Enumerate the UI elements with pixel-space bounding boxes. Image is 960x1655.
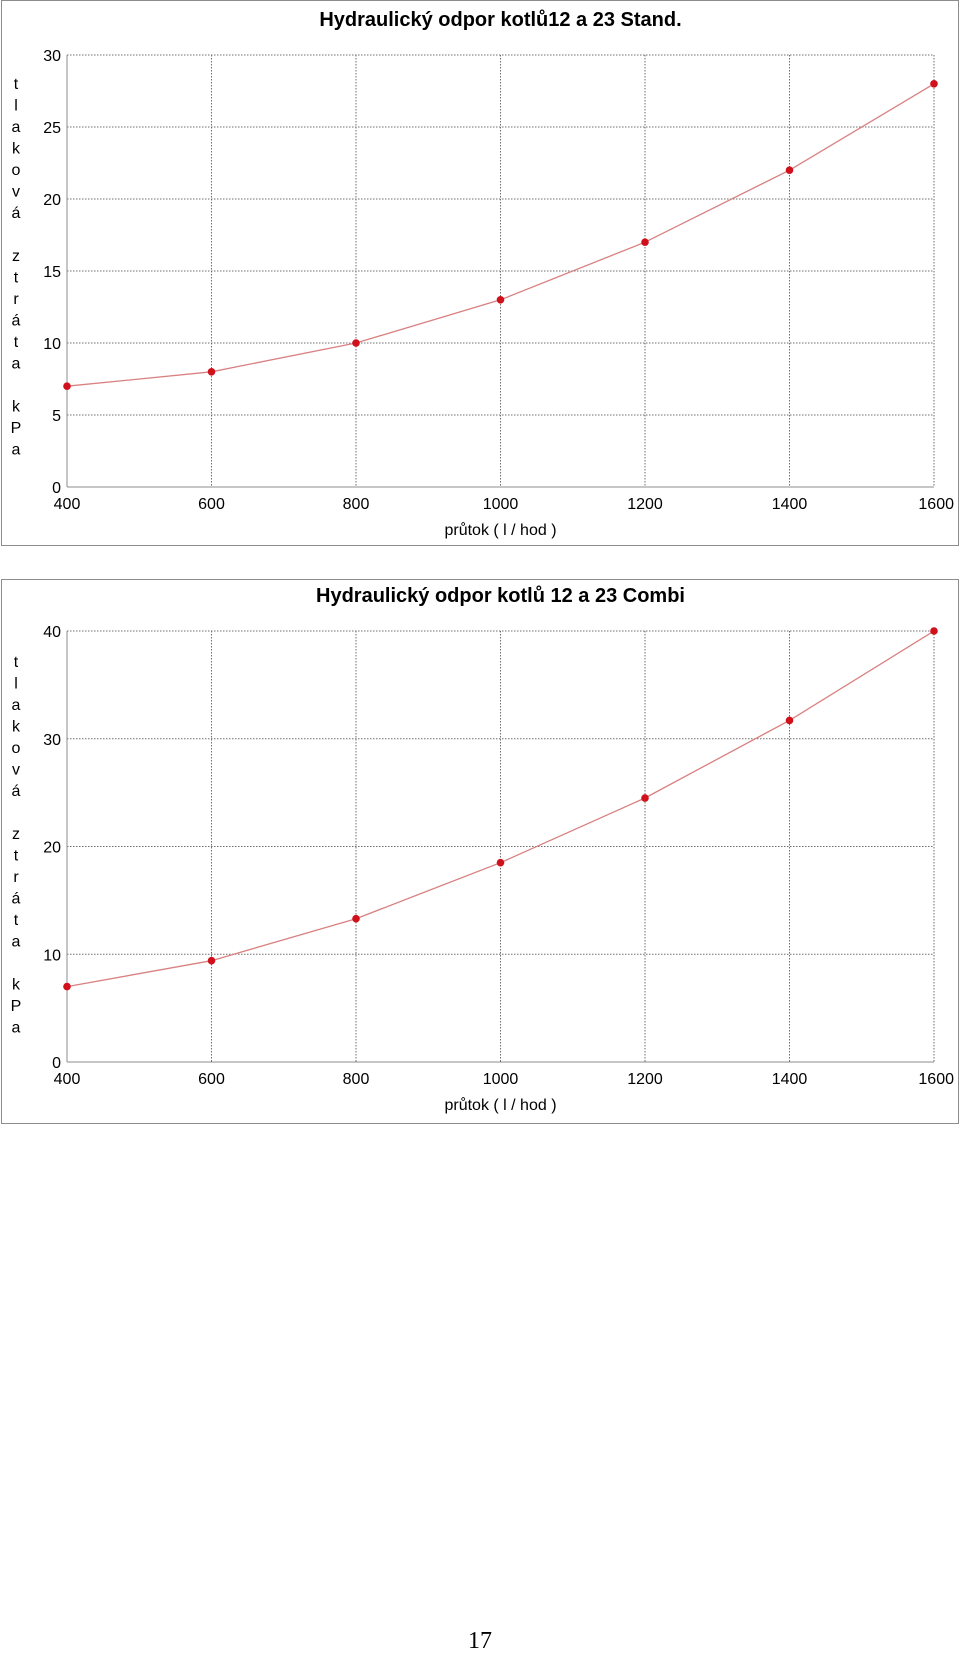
y-axis-label-letter: t [14,654,19,671]
y-tick-label: 10 [43,336,61,353]
x-tick-label: 600 [198,496,225,513]
data-point [207,956,216,965]
y-axis-label-letter: r [13,869,19,886]
x-tick-label: 400 [54,496,81,513]
data-point [63,982,71,991]
x-tick-label: 1200 [627,496,663,513]
y-axis-label-letter: t [14,848,19,865]
x-tick-labels: 400 600 800 1000 1200 1400 1600 [54,1071,954,1088]
y-axis-label-letter: z [12,248,20,265]
y-axis-label-letter: á [12,313,21,330]
chart-panel-standard: Hydraulický odpor kotlů12 a 23 Stand. 0 5… [1,0,959,546]
x-tick-label: 800 [343,1071,370,1088]
y-axis-label-letter: k [12,141,21,158]
series [63,627,938,991]
x-axis-label: průtok ( l / hod ) [444,1096,556,1114]
data-point [641,238,649,246]
y-tick-label: 0 [52,480,61,497]
data-point [785,716,794,725]
y-tick-label: 30 [43,732,61,749]
data-point [496,858,505,867]
y-axis-label-letter: t [14,912,19,929]
y-tick-label: 20 [43,840,61,857]
chart-combi: Hydraulický odpor kotlů 12 a 23 Combi 0 1… [11,585,954,1114]
x-tick-label: 1000 [483,496,519,513]
axes [66,55,934,488]
data-point [352,914,360,923]
y-axis-label-letter: a [12,1020,21,1037]
x-tick-labels: 400 600 800 1000 1200 1400 1600 [54,496,954,513]
data-point [496,296,505,304]
y-tick-label: 5 [52,408,61,425]
data-point [930,627,938,635]
y-axis-label-letter: P [11,420,22,437]
y-axis-label-letter: a [12,442,21,459]
x-tick-label: 1200 [627,1071,663,1088]
x-tick-label: 600 [198,1071,225,1088]
y-axis-label-letter: z [12,826,20,843]
x-tick-label: 1400 [772,1071,808,1088]
y-tick-label: 40 [43,624,61,641]
x-tick-label: 1400 [772,496,808,513]
y-axis-label-letter: v [12,762,20,779]
data-point [930,80,938,88]
y-tick-label: 15 [43,264,61,281]
y-axis-label-letter: á [12,205,21,222]
y-axis-label-letter: v [12,184,20,201]
y-axis-label-letter: a [12,934,21,951]
chart-title: Hydraulický odpor kotlů 12 a 23 Combi [316,585,685,607]
y-axis-label-letter: a [12,356,21,373]
data-point [207,368,216,376]
y-tick-label: 20 [43,192,61,209]
x-tick-label: 1000 [483,1071,519,1088]
y-tick-label: 0 [52,1055,61,1072]
y-axis-label-letter: P [11,998,22,1015]
y-axis-label-letter: t [14,76,19,93]
y-axis-label-letter: t [14,334,19,351]
data-point [785,166,794,174]
chart-standard: Hydraulický odpor kotlů12 a 23 Stand. 0 5… [11,9,954,539]
data-point [641,794,649,802]
x-tick-label: 1600 [918,1071,954,1088]
grid [67,630,935,1062]
y-tick-labels: 0 5 10 15 20 25 30 [43,48,61,497]
y-axis-label-letter: r [13,291,19,308]
y-axis-label-letter: l [14,98,18,115]
data-point [63,382,71,391]
y-axis-label-letter: k [12,977,21,994]
page-number: 17 [468,1628,492,1654]
y-axis-label-letter: a [12,119,21,136]
x-tick-label: 800 [343,496,370,513]
x-tick-label: 1600 [918,496,954,513]
y-axis-label-letter: á [12,891,21,908]
y-axis-label-letter: k [12,719,21,736]
x-tick-label: 400 [54,1071,81,1088]
y-axis-label-letter: o [12,740,21,757]
x-axis-label: průtok ( l / hod ) [444,521,556,539]
chart-panel-combi: Hydraulický odpor kotlů 12 a 23 Combi 0 1… [1,579,959,1124]
y-axis-label-letter: l [14,676,18,693]
y-tick-label: 30 [43,48,61,65]
y-tick-labels: 0 10 20 30 40 [43,624,61,1072]
y-tick-label: 10 [43,947,61,964]
data-point [352,339,360,347]
y-axis-label-letter: o [12,162,21,179]
y-axis-label-letter: t [14,270,19,287]
series [63,80,938,391]
y-axis-label-letter: k [12,399,21,416]
chart-title: Hydraulický odpor kotlů12 a 23 Stand. [319,9,681,31]
grid [67,54,935,487]
y-axis-label-letter: á [12,783,21,800]
y-tick-label: 25 [43,120,61,137]
y-axis-label-letter: a [12,697,21,714]
